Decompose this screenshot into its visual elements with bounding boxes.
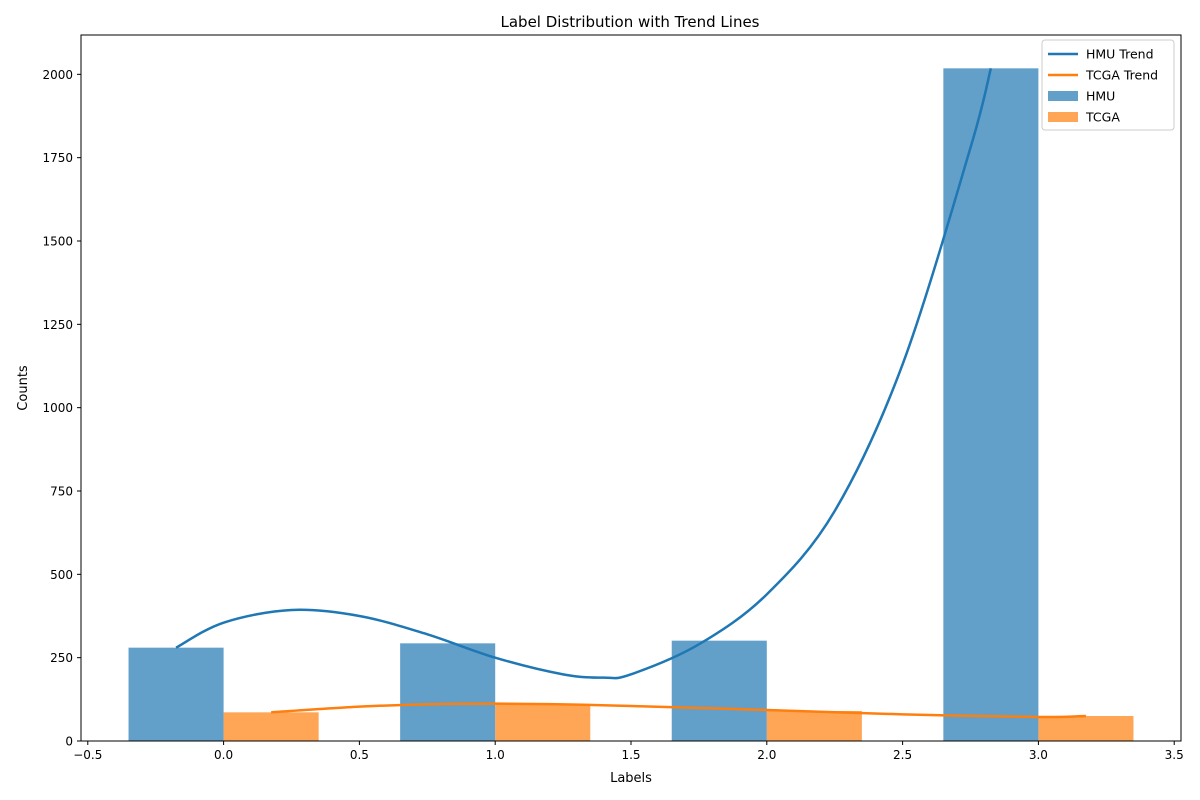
line-hmu-trend	[175, 68, 993, 680]
bar-tcga-1	[495, 704, 591, 741]
bar-hmu-0	[128, 647, 224, 741]
legend: HMU Trend TCGA Trend HMU TCGA	[1041, 39, 1175, 131]
y-tick-label: 500	[50, 568, 73, 582]
bar-hmu-2	[671, 640, 767, 741]
y-tick-label: 1500	[42, 235, 73, 249]
bar-tcga-3	[1038, 716, 1134, 741]
legend-label-tcga: TCGA	[1085, 110, 1120, 125]
bars-layer	[128, 68, 1134, 742]
y-tick-label: 2000	[42, 68, 73, 82]
x-tick-label: 1.0	[486, 748, 505, 762]
x-tick-label: 2.5	[893, 748, 912, 762]
plot-area	[80, 34, 1182, 742]
bar-hmu-1	[400, 643, 496, 741]
x-axis: −0.5 0.0 0.5 1.0 1.5 2.0 2.5 3.0 3.5	[73, 741, 1184, 762]
x-tick-label: 0.5	[350, 748, 369, 762]
y-tick-label: 1750	[42, 151, 73, 165]
legend-box	[1041, 39, 1175, 131]
trend-lines-layer	[175, 68, 1086, 719]
legend-swatch-hmu	[1048, 91, 1078, 101]
x-tick-label: 3.5	[1165, 748, 1184, 762]
y-tick-label: 750	[50, 485, 73, 499]
legend-label-hmu: HMU	[1086, 89, 1115, 104]
bar-tcga-2	[766, 711, 862, 741]
x-axis-label: Labels	[610, 771, 652, 786]
y-axis: 0 250 500 750 1000 1250 1500 1750 2000	[42, 68, 81, 749]
y-tick-label: 0	[65, 735, 73, 749]
y-tick-label: 1250	[42, 318, 73, 332]
legend-label-hmu-trend: HMU Trend	[1086, 47, 1154, 62]
x-tick-label: 3.0	[1029, 748, 1048, 762]
chart-title: Label Distribution with Trend Lines	[501, 13, 760, 31]
legend-swatch-tcga	[1048, 112, 1078, 122]
x-tick-label: 2.0	[757, 748, 776, 762]
line-tcga-trend	[271, 702, 1086, 719]
bar-hmu-3	[943, 68, 1039, 742]
bar-tcga-0	[223, 712, 319, 741]
x-tick-label: 0.0	[214, 748, 233, 762]
y-axis-label: Counts	[16, 365, 31, 411]
x-tick-label: −0.5	[73, 748, 102, 762]
x-tick-label: 1.5	[621, 748, 640, 762]
y-tick-label: 1000	[42, 401, 73, 415]
legend-label-tcga-trend: TCGA Trend	[1085, 68, 1158, 83]
y-tick-label: 250	[50, 651, 73, 665]
